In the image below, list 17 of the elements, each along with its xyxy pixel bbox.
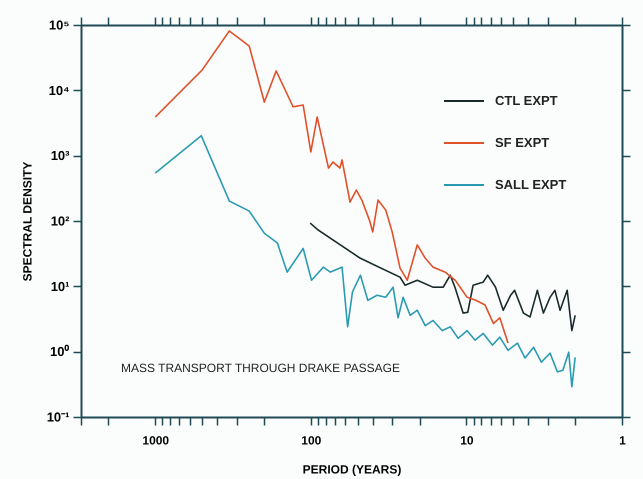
legend-label: CTL EXPT: [495, 93, 558, 108]
legend-label: SF EXPT: [495, 135, 550, 150]
y-tick-label: 10⁴: [48, 82, 70, 98]
x-axis-title: PERIOD (YEARS): [302, 462, 402, 476]
x-tick-label: 10: [460, 434, 474, 448]
legend-label: SALL EXPT: [495, 177, 566, 192]
y-axis-title: SPECTRAL DENSITY: [20, 162, 35, 282]
y-tick-label: 10²: [50, 214, 70, 228]
x-tick-label: 1000: [142, 434, 170, 448]
y-tick-label: 10⁵: [48, 18, 70, 32]
y-tick-label: 10⁻¹: [46, 410, 70, 424]
x-tick-label: 100: [301, 434, 322, 448]
y-tick-label: 10¹: [50, 278, 70, 294]
annotation: MASS TRANSPORT THROUGH DRAKE PASSAGE: [121, 361, 400, 375]
x-tick-label: 1: [619, 434, 626, 448]
y-tick-label: 10³: [50, 148, 70, 164]
y-tick-label: 10⁰: [50, 344, 70, 360]
